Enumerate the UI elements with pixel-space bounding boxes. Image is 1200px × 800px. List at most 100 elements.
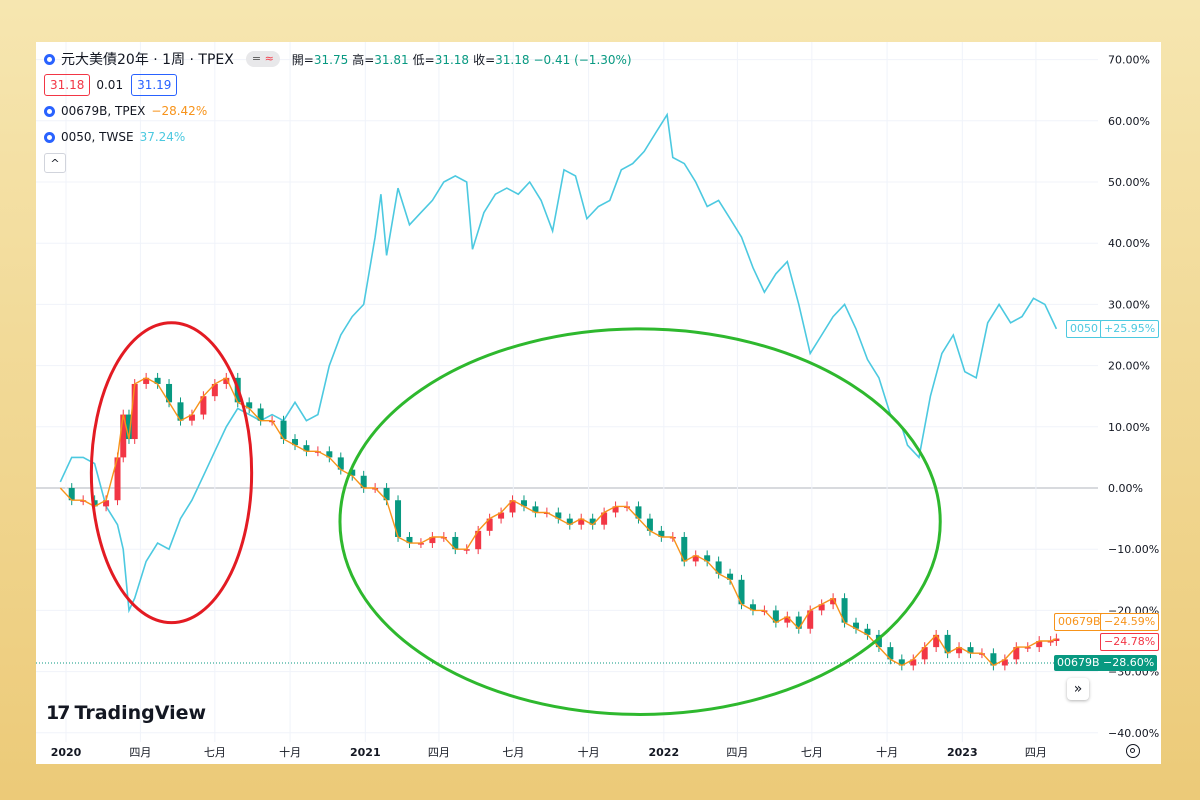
compare-series-name: 0050, TWSE [61,130,134,144]
candle-body [841,598,848,623]
annotation-ellipse-green [338,327,942,716]
buy-price-button[interactable]: 31.19 [131,74,178,96]
candle-body [566,518,573,525]
candle-body [417,543,424,545]
ohlc-label: 高= [352,52,375,67]
candle-body [692,555,699,562]
symbol-icon [44,105,55,117]
x-axis-tick-label: 四月 [726,746,748,759]
price-badge-00679b-name: 00679B [1054,613,1105,631]
candle-body [383,488,390,501]
y-axis-tick-label: 10.00% [1108,421,1150,434]
candle-body [188,414,195,421]
candle-body [910,659,917,666]
candle-body [944,634,951,654]
candle-body [1001,659,1008,666]
compare-series-row-00679b[interactable]: 00679B, TPEX −28.42% [44,100,636,122]
spread-value: 0.01 [96,78,124,92]
y-axis-tick-label: 20.00% [1108,360,1150,373]
candle-body [612,506,619,513]
chart-panel[interactable]: 70.00% 60.00% 50.00% 40.00% 30.00% 20.00% 10.0… [36,42,1161,764]
candle-body [1013,647,1020,660]
candle-body [738,579,745,605]
ohlc-label: 低= [412,52,435,67]
x-axis-tick-label: 十月 [578,745,600,759]
price-badge-00679b-main-value: −28.60% [1100,655,1158,671]
x-axis-tick-label: 十月 [279,745,301,759]
candle-body [990,653,997,666]
candle-body [349,469,356,476]
y-axis-tick-label: 50.00% [1108,176,1150,189]
candle-body [177,402,184,421]
chart-type-chip[interactable]: = ≈ [245,51,280,67]
x-axis-tick-label: 四月 [1025,746,1047,759]
candle-body [166,383,173,403]
tradingview-logo[interactable]: 17 TradingView [46,702,206,724]
candle-body [875,634,882,648]
candle-body [1053,638,1060,641]
legend: 元大美債20年 · 1周 · TPEX = ≈ 開=31.75 高=31.81 低=… [44,48,636,178]
chart-canvas[interactable]: 70.00% 60.00% 50.00% 40.00% 30.00% 20.00% 10.0… [36,42,1161,764]
candle-body [967,647,974,654]
candle-body [864,628,871,635]
series-line-0050 [59,112,1058,614]
ohlc-label: 開= [291,52,314,67]
x-axis-tick-label: 七月 [502,746,524,759]
y-axis-tick-label: 30.00% [1108,298,1150,311]
candle-body [68,488,75,501]
candle-body [520,500,527,507]
candle-body [498,512,505,519]
symbol-icon [44,131,55,143]
candle-body [795,616,802,629]
sell-price-button[interactable]: 31.18 [44,74,91,96]
y-axis-tick-label: 70.00% [1108,54,1150,67]
x-axis-tick-label: 十月 [876,745,898,759]
series-line-00679b [59,376,1057,667]
candle-body [452,536,459,550]
compare-series-row-0050[interactable]: 0050, TWSE 37.24% [44,126,636,148]
candle-body [211,383,218,397]
candle-body [578,518,585,525]
candle-body [853,622,860,629]
y-axis-tick-label: 60.00% [1108,115,1150,128]
compare-series-name: 00679B, TPEX [61,104,146,118]
candle-body [532,506,539,513]
candle-body [200,396,207,415]
candle-body [830,598,837,605]
candle-body [114,457,121,501]
candle-body [131,383,138,440]
candle-body [463,549,470,551]
candle-body [1024,647,1031,649]
candle-body [601,512,608,525]
settings-gear-icon[interactable] [1126,744,1140,758]
main-symbol-title[interactable]: 元大美債20年 · 1周 · TPEX [61,52,234,68]
candle-body [887,647,894,660]
main-symbol-row: 元大美債20年 · 1周 · TPEX = ≈ 開=31.75 高=31.81 低=… [44,48,636,70]
x-axis-tick-label: 2023 [947,746,978,759]
candle-body [257,408,264,421]
candle-body [91,500,98,507]
price-badge-00679b-value: −24.59% [1100,613,1160,631]
annotation-ellipse-red [89,321,254,625]
candle-body [555,512,562,519]
candle-body [589,518,596,525]
ohlc-value: 31.81 [374,52,409,67]
candle-body [807,610,814,629]
tradingview-logo-text: TradingView [74,702,207,724]
scroll-to-realtime-button[interactable]: » [1067,678,1089,700]
x-axis-tick-label: 四月 [428,746,450,759]
candle-body [749,604,756,611]
candle-body [898,659,905,666]
candle-body [509,500,516,513]
x-axis-tick-label: 七月 [204,746,226,759]
candle-body [246,402,253,409]
candle-body [80,500,87,502]
candle-body [337,457,344,470]
candle-body [475,530,482,550]
y-axis-tick-label: −40.00% [1108,727,1159,740]
candle-body [125,414,132,440]
candle-body [395,500,402,537]
ohlc-label: 收= [473,52,496,67]
y-axis-tick-label: −10.00% [1108,543,1159,556]
collapse-legend-button[interactable]: ^ [44,153,66,173]
